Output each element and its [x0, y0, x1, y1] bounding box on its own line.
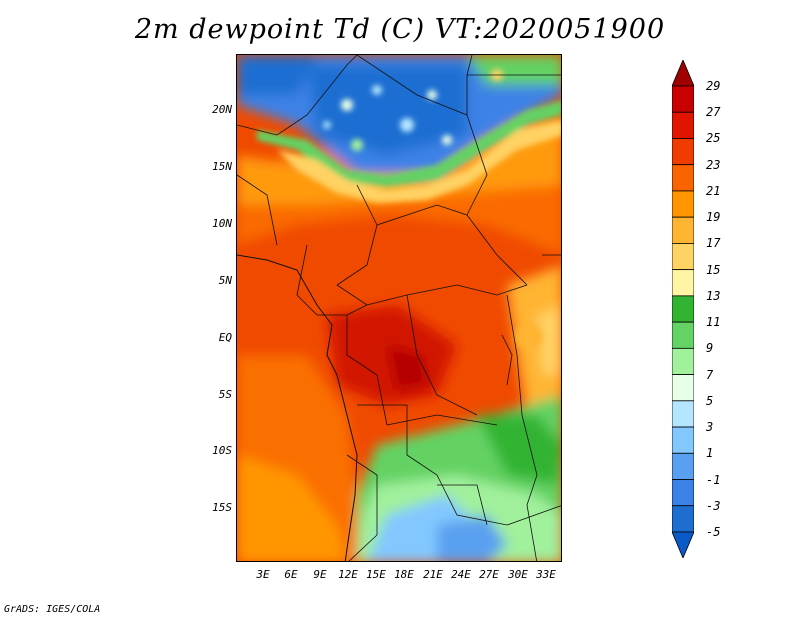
dewpoint-map — [236, 54, 562, 562]
lon-label: 18E — [394, 568, 414, 581]
lat-label: 10N — [212, 217, 232, 230]
colorbar-label: 25 — [706, 131, 721, 146]
lon-label: 9E — [313, 568, 327, 581]
lon-label: 24E — [451, 568, 471, 581]
colorbar-swatch — [672, 426, 694, 454]
lon-label: 21E — [423, 568, 443, 581]
colorbar-label: 15 — [706, 262, 721, 277]
colorbar-label: 21 — [706, 183, 721, 198]
lon-label: 33E — [536, 568, 556, 581]
colorbar-swatch — [672, 374, 694, 402]
colorbar-swatch — [672, 85, 694, 113]
lat-label: 20N — [212, 103, 232, 116]
lon-label: 6E — [284, 568, 298, 581]
lon-label: 27E — [479, 568, 499, 581]
colorbar-label: 7 — [706, 367, 714, 382]
colorbar-label: 3 — [706, 420, 714, 435]
colorbar-swatch — [672, 347, 694, 375]
colorbar-swatch — [672, 60, 694, 87]
colorbar-label: 27 — [706, 105, 721, 120]
colorbar-label: 13 — [706, 288, 721, 303]
colorbar-swatch — [672, 111, 694, 139]
lat-label: 10S — [212, 444, 232, 457]
colorbar-swatch — [672, 295, 694, 323]
colorbar-label: 19 — [706, 210, 721, 225]
colorbar-swatch — [672, 400, 694, 428]
lat-label: EQ — [218, 331, 232, 344]
colorbar-label: 17 — [706, 236, 721, 251]
colorbar-label: 11 — [706, 315, 721, 330]
colorbar-label: -1 — [706, 472, 721, 487]
colorbar-swatch — [672, 269, 694, 297]
colorbar-label: 23 — [706, 157, 721, 172]
colorbar-label: 1 — [706, 446, 714, 461]
colorbar — [672, 60, 694, 558]
lat-label: 15N — [212, 160, 232, 173]
colorbar-label: 9 — [706, 341, 714, 356]
colorbar-swatch — [672, 138, 694, 166]
country-borders — [237, 55, 561, 561]
dewpoint-field — [237, 55, 561, 561]
colorbar-swatch — [672, 321, 694, 349]
colorbar-swatch — [672, 243, 694, 271]
lat-label: 15S — [212, 501, 232, 514]
colorbar-label: -3 — [706, 498, 721, 513]
colorbar-label: -5 — [706, 525, 721, 539]
colorbar-swatch — [672, 479, 694, 507]
colorbar-swatch — [672, 216, 694, 244]
lat-label: 5S — [218, 388, 232, 401]
lon-label: 12E — [338, 568, 358, 581]
colorbar-swatch — [672, 190, 694, 218]
grads-credit: GrADS: IGES/COLA — [4, 604, 101, 615]
colorbar-swatch — [672, 164, 694, 192]
lon-label: 15E — [366, 568, 386, 581]
lon-label: 30E — [508, 568, 528, 581]
colorbar-swatch — [672, 505, 694, 533]
map-title: 2m dewpoint Td (C) VT:2020051900 — [134, 14, 666, 45]
colorbar-swatch — [672, 452, 694, 480]
colorbar-label: 29 — [706, 79, 721, 93]
colorbar-label: 5 — [706, 393, 714, 408]
colorbar-swatch — [672, 531, 694, 558]
lat-label: 5N — [218, 274, 232, 287]
coastline — [237, 254, 358, 561]
lon-label: 3E — [256, 568, 270, 581]
